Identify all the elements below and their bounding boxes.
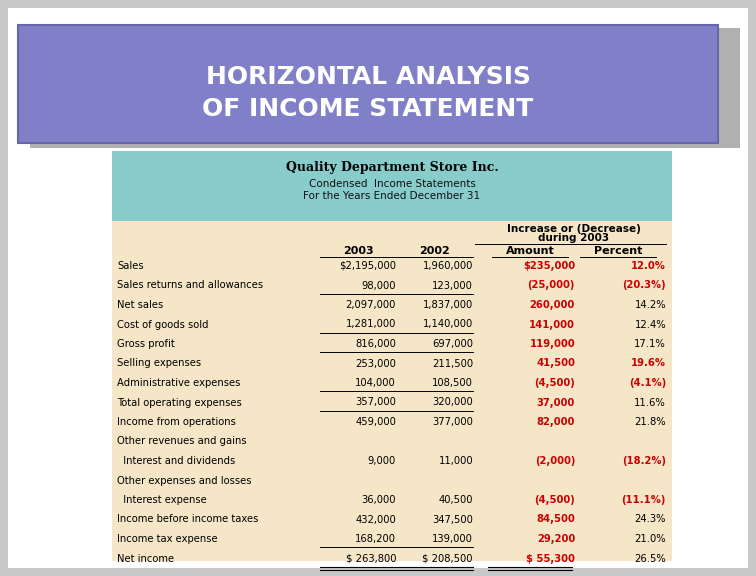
Text: Condensed  Income Statements: Condensed Income Statements xyxy=(308,179,476,189)
Text: 1,837,000: 1,837,000 xyxy=(423,300,473,310)
Text: 9,000: 9,000 xyxy=(367,456,396,466)
Text: Total operating expenses: Total operating expenses xyxy=(117,397,242,407)
Text: 253,000: 253,000 xyxy=(355,358,396,369)
Text: Net income: Net income xyxy=(117,554,174,563)
Text: 168,200: 168,200 xyxy=(355,534,396,544)
Text: Income from operations: Income from operations xyxy=(117,417,236,427)
Text: 320,000: 320,000 xyxy=(432,397,473,407)
Text: Income before income taxes: Income before income taxes xyxy=(117,514,259,525)
Text: Selling expenses: Selling expenses xyxy=(117,358,201,369)
Text: 12.4%: 12.4% xyxy=(634,320,666,329)
Text: 2,097,000: 2,097,000 xyxy=(345,300,396,310)
Text: 1,281,000: 1,281,000 xyxy=(345,320,396,329)
Text: (18.2%): (18.2%) xyxy=(622,456,666,466)
Text: OF INCOME STATEMENT: OF INCOME STATEMENT xyxy=(203,97,534,121)
Bar xyxy=(18,25,718,143)
Text: 21.8%: 21.8% xyxy=(634,417,666,427)
Text: Administrative expenses: Administrative expenses xyxy=(117,378,240,388)
Text: 24.3%: 24.3% xyxy=(634,514,666,525)
Text: 11,000: 11,000 xyxy=(438,456,473,466)
Text: 108,500: 108,500 xyxy=(432,378,473,388)
Text: 29,200: 29,200 xyxy=(537,534,575,544)
Text: during 2003: during 2003 xyxy=(538,233,609,243)
Text: 40,500: 40,500 xyxy=(438,495,473,505)
Text: Sales returns and allowances: Sales returns and allowances xyxy=(117,281,263,290)
Text: 211,500: 211,500 xyxy=(432,358,473,369)
Text: (4,500): (4,500) xyxy=(534,378,575,388)
Text: (20.3%): (20.3%) xyxy=(622,281,666,290)
Text: 119,000: 119,000 xyxy=(529,339,575,349)
Text: 104,000: 104,000 xyxy=(355,378,396,388)
Text: $235,000: $235,000 xyxy=(523,261,575,271)
Text: 41,500: 41,500 xyxy=(536,358,575,369)
Text: HORIZONTAL ANALYSIS: HORIZONTAL ANALYSIS xyxy=(206,65,531,89)
Text: 141,000: 141,000 xyxy=(529,320,575,329)
Bar xyxy=(30,28,740,148)
Text: 357,000: 357,000 xyxy=(355,397,396,407)
Text: $ 208,500: $ 208,500 xyxy=(423,554,473,563)
Text: 1,140,000: 1,140,000 xyxy=(423,320,473,329)
Text: 11.6%: 11.6% xyxy=(634,397,666,407)
Text: For the Years Ended December 31: For the Years Ended December 31 xyxy=(303,191,481,201)
Bar xyxy=(112,221,672,561)
Text: (25,000): (25,000) xyxy=(528,281,575,290)
Bar xyxy=(112,151,672,221)
Text: Other expenses and losses: Other expenses and losses xyxy=(117,476,252,486)
Text: $2,195,000: $2,195,000 xyxy=(339,261,396,271)
Text: 123,000: 123,000 xyxy=(432,281,473,290)
Text: $ 55,300: $ 55,300 xyxy=(526,554,575,563)
Text: 347,500: 347,500 xyxy=(432,514,473,525)
Text: 1,960,000: 1,960,000 xyxy=(423,261,473,271)
Text: 432,000: 432,000 xyxy=(355,514,396,525)
Text: Quality Department Store Inc.: Quality Department Store Inc. xyxy=(286,161,498,175)
Text: Gross profit: Gross profit xyxy=(117,339,175,349)
Text: Cost of goods sold: Cost of goods sold xyxy=(117,320,209,329)
Text: 26.5%: 26.5% xyxy=(634,554,666,563)
Text: 36,000: 36,000 xyxy=(361,495,396,505)
Text: Income tax expense: Income tax expense xyxy=(117,534,218,544)
Text: 459,000: 459,000 xyxy=(355,417,396,427)
Text: 84,500: 84,500 xyxy=(536,514,575,525)
Text: Amount: Amount xyxy=(506,246,554,256)
Text: Interest and dividends: Interest and dividends xyxy=(117,456,235,466)
Text: 14.2%: 14.2% xyxy=(634,300,666,310)
Text: 21.0%: 21.0% xyxy=(634,534,666,544)
Text: (4.1%): (4.1%) xyxy=(629,378,666,388)
Text: 19.6%: 19.6% xyxy=(631,358,666,369)
Text: 697,000: 697,000 xyxy=(432,339,473,349)
Text: 260,000: 260,000 xyxy=(530,300,575,310)
Text: 2003: 2003 xyxy=(342,246,373,256)
Text: 2002: 2002 xyxy=(420,246,451,256)
Text: 98,000: 98,000 xyxy=(361,281,396,290)
Text: 12.0%: 12.0% xyxy=(631,261,666,271)
Text: 139,000: 139,000 xyxy=(432,534,473,544)
Text: Percent: Percent xyxy=(593,246,642,256)
Text: (4,500): (4,500) xyxy=(534,495,575,505)
Text: 82,000: 82,000 xyxy=(537,417,575,427)
Text: 816,000: 816,000 xyxy=(355,339,396,349)
Text: Interest expense: Interest expense xyxy=(117,495,206,505)
Text: 37,000: 37,000 xyxy=(537,397,575,407)
Text: 377,000: 377,000 xyxy=(432,417,473,427)
Text: 17.1%: 17.1% xyxy=(634,339,666,349)
Text: $ 263,800: $ 263,800 xyxy=(345,554,396,563)
Text: Sales: Sales xyxy=(117,261,144,271)
Text: Increase or (Decrease): Increase or (Decrease) xyxy=(507,224,641,234)
Text: (11.1%): (11.1%) xyxy=(621,495,666,505)
Text: Other revenues and gains: Other revenues and gains xyxy=(117,437,246,446)
Text: (2,000): (2,000) xyxy=(534,456,575,466)
Text: Net sales: Net sales xyxy=(117,300,163,310)
